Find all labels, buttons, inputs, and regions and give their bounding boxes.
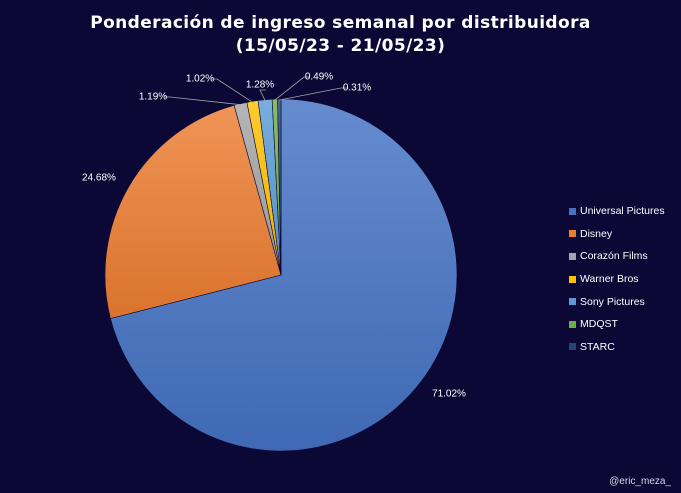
leader-line [164, 96, 241, 106]
legend: Universal Pictures Disney Corazón Films War… [569, 200, 679, 358]
chart-title: Ponderación de ingreso semanal por distr… [0, 12, 681, 58]
legend-swatch [569, 275, 576, 283]
legend-swatch [569, 320, 576, 328]
leader-line [259, 89, 266, 101]
leader-line [279, 87, 347, 101]
legend-item: Corazón Films [569, 245, 679, 268]
data-label: 1.19% [139, 92, 167, 103]
legend-label: MDQST [580, 318, 618, 331]
data-label: 1.02% [186, 74, 214, 85]
legend-label: Sony Pictures [580, 295, 645, 308]
author-credit: @eric_meza_ [609, 476, 671, 487]
legend-label: Corazón Films [580, 250, 648, 263]
data-label: 0.31% [343, 83, 371, 94]
pie-slice-starc [277, 98, 282, 276]
legend-item: Warner Bros [569, 268, 679, 291]
chart-title-line-2: (15/05/23 - 21/05/23) [235, 36, 446, 56]
legend-item: STARC [569, 336, 679, 359]
legend-label: STARC [580, 340, 615, 353]
legend-label: Universal Pictures [580, 205, 665, 218]
legend-swatch [569, 230, 576, 238]
data-label: 1.28% [246, 80, 274, 91]
chart-title-line-1: Ponderación de ingreso semanal por distr… [90, 13, 591, 33]
legend-item: Sony Pictures [569, 290, 679, 313]
data-label: 24.68% [82, 173, 116, 184]
legend-label: Warner Bros [580, 273, 639, 286]
pie-data-labels: 71.02% 24.68% 1.19% 1.02% 1.28% 0.49% 0.31% [82, 72, 466, 400]
data-label: 0.49% [305, 72, 333, 83]
legend-swatch [569, 207, 576, 215]
legend-label: Disney [580, 227, 613, 240]
data-label: 71.02% [432, 389, 466, 400]
leader-line [274, 76, 310, 101]
legend-swatch [569, 343, 576, 351]
legend-swatch [569, 252, 576, 260]
legend-item: MDQST [569, 313, 679, 336]
pie-leader-lines [164, 76, 347, 106]
pie-slice-universal-pictures [110, 98, 458, 452]
pie-slice-disney [104, 104, 282, 319]
legend-swatch [569, 298, 576, 306]
pie-slices [104, 98, 458, 452]
leader-line [211, 78, 253, 103]
legend-item: Universal Pictures [569, 200, 679, 223]
legend-item: Disney [569, 223, 679, 246]
